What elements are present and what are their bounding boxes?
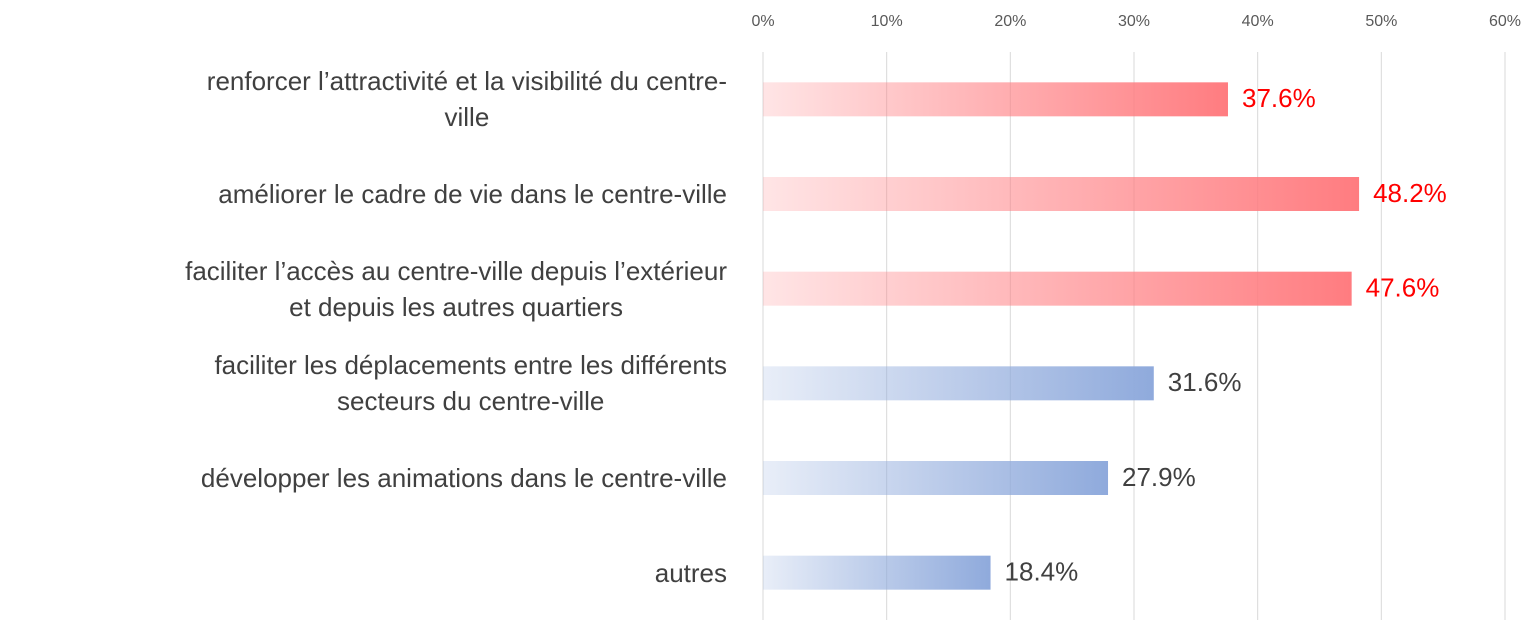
bar	[763, 555, 991, 590]
value-label: 48.2%	[1373, 178, 1447, 208]
category-label: faciliter les déplacements entre les dif…	[214, 350, 727, 417]
x-tick-label: 50%	[1365, 13, 1397, 30]
category-label-box: améliorer le cadre de vie dans le centre…	[0, 176, 727, 212]
value-label: 47.6%	[1366, 273, 1440, 303]
value-label: 18.4%	[1005, 557, 1079, 587]
bar	[763, 461, 1109, 495]
x-tick-label: 40%	[1242, 13, 1274, 30]
x-tick-label: 20%	[994, 13, 1026, 30]
x-tick-label: 60%	[1489, 13, 1521, 30]
bar	[763, 82, 1228, 117]
category-label: renforcer l’attractivité et la visibilit…	[206, 66, 727, 133]
category-label: faciliter l’accès au centre-ville depuis…	[185, 255, 727, 322]
category-label-box: faciliter les déplacements entre les dif…	[0, 347, 727, 419]
category-label: développer les animations dans le centre…	[200, 463, 727, 493]
category-label-box: développer les animations dans le centre…	[0, 460, 727, 496]
category-label: améliorer le cadre de vie dans le centre…	[218, 179, 727, 209]
category-label: autres	[654, 557, 727, 588]
x-tick-label: 0%	[751, 13, 774, 30]
category-label-box: autres	[0, 555, 727, 591]
value-label: 37.6%	[1242, 83, 1316, 113]
bar	[763, 177, 1360, 211]
bar	[763, 366, 1154, 401]
x-tick-label: 10%	[871, 13, 903, 30]
value-label: 31.6%	[1168, 367, 1242, 397]
category-label-box: renforcer l’attractivité et la visibilit…	[0, 63, 727, 135]
category-label-box: faciliter l’accès au centre-ville depuis…	[0, 253, 727, 325]
x-tick-label: 30%	[1118, 13, 1150, 30]
value-label: 27.9%	[1122, 462, 1196, 492]
bar	[763, 271, 1352, 306]
